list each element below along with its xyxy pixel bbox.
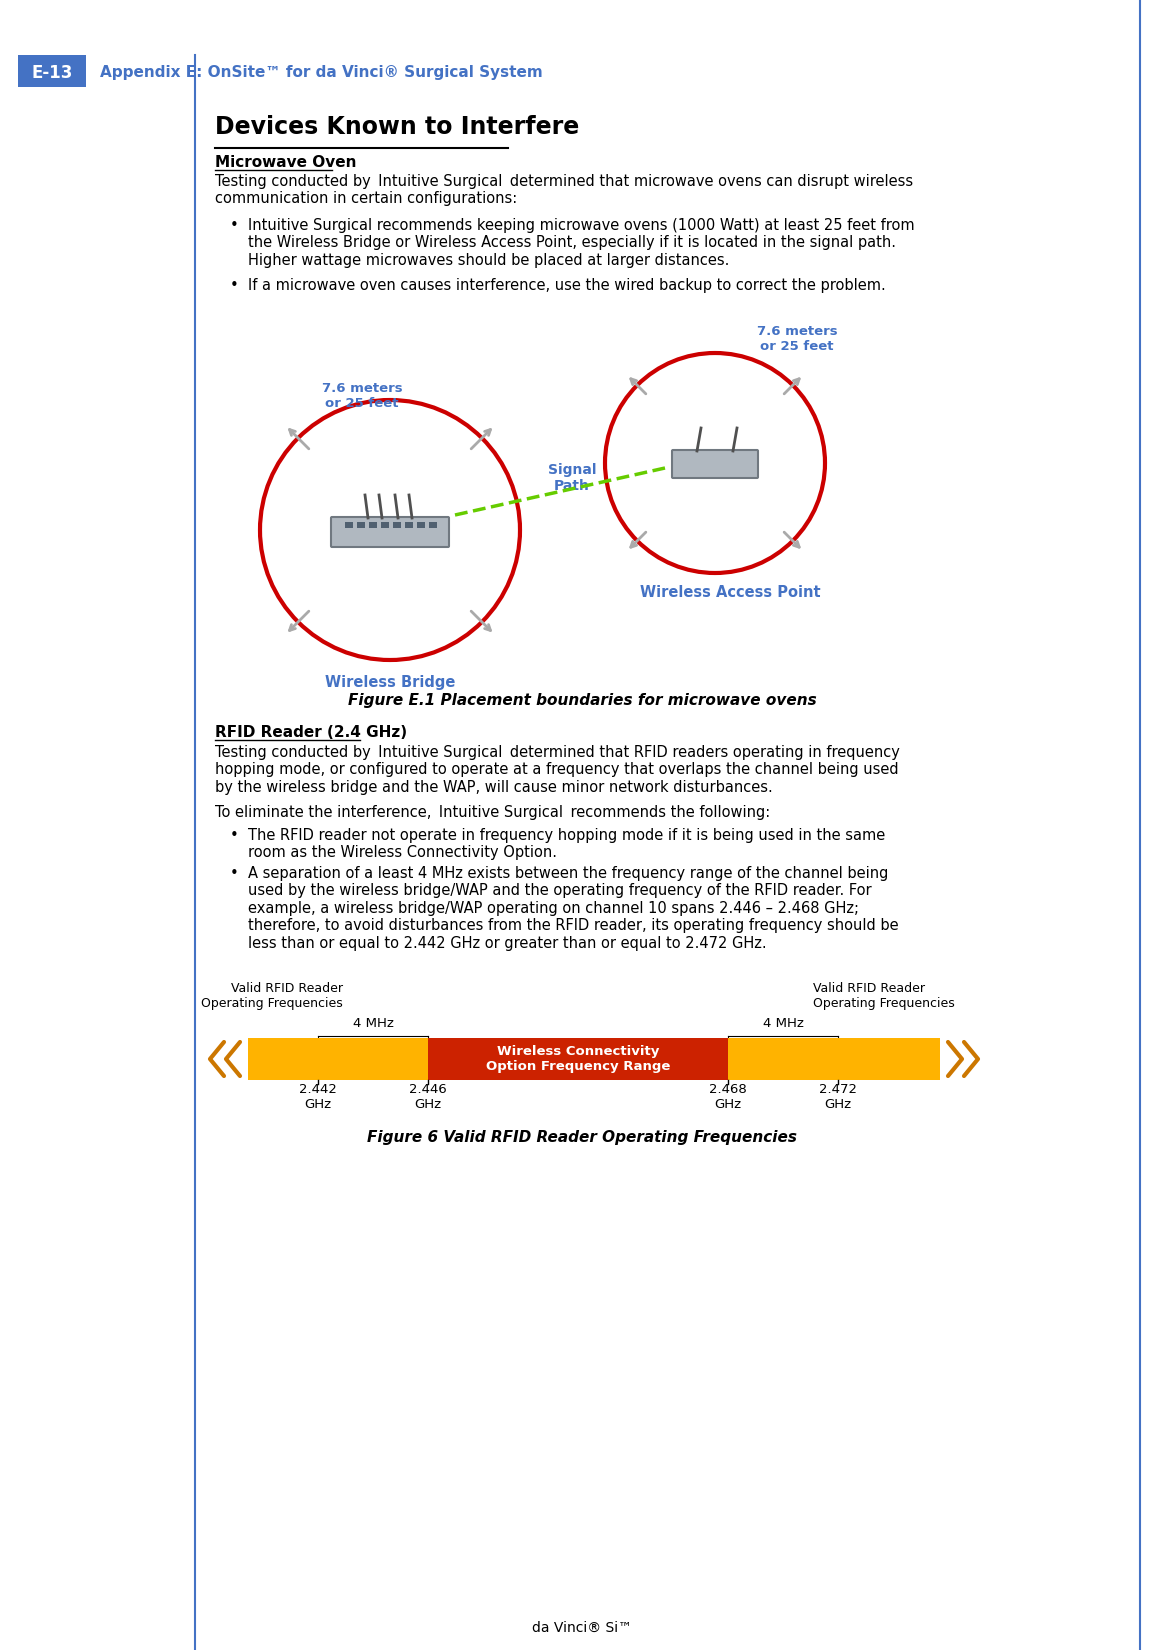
Text: Valid RFID Reader
Operating Frequencies: Valid RFID Reader Operating Frequencies <box>813 982 955 1010</box>
Text: Wireless Bridge: Wireless Bridge <box>324 675 455 690</box>
Text: 2.446
GHz: 2.446 GHz <box>409 1082 447 1110</box>
Text: Figure 6 Valid RFID Reader Operating Frequencies: Figure 6 Valid RFID Reader Operating Fre… <box>368 1130 797 1145</box>
Text: E-13: E-13 <box>31 64 72 82</box>
Text: 7.6 meters
or 25 feet: 7.6 meters or 25 feet <box>757 325 837 353</box>
Bar <box>393 521 401 528</box>
Text: If a microwave oven causes interference, use the wired backup to correct the pro: If a microwave oven causes interference,… <box>248 277 886 294</box>
Text: Figure E.1 Placement boundaries for microwave ovens: Figure E.1 Placement boundaries for micr… <box>348 693 816 708</box>
Text: Devices Known to Interfere: Devices Known to Interfere <box>215 116 579 139</box>
Text: 2.472
GHz: 2.472 GHz <box>819 1082 857 1110</box>
FancyBboxPatch shape <box>331 516 449 548</box>
Text: The RFID reader not operate in frequency hopping mode if it is being used in the: The RFID reader not operate in frequency… <box>248 828 885 860</box>
Text: Testing conducted by  Intuitive Surgical  determined that RFID readers operating: Testing conducted by Intuitive Surgical … <box>215 746 900 795</box>
Text: •: • <box>230 866 238 881</box>
Text: Microwave Oven: Microwave Oven <box>215 155 357 170</box>
Bar <box>381 521 388 528</box>
Text: RFID Reader (2.4 GHz): RFID Reader (2.4 GHz) <box>215 724 407 739</box>
Bar <box>248 1038 428 1081</box>
Bar <box>418 521 424 528</box>
FancyBboxPatch shape <box>672 450 758 478</box>
Bar <box>429 521 437 528</box>
Text: Wireless Connectivity
Option Frequency Range: Wireless Connectivity Option Frequency R… <box>486 1044 670 1072</box>
Text: To eliminate the interference,  Intuitive Surgical  recommends the following:: To eliminate the interference, Intuitive… <box>215 805 770 820</box>
FancyBboxPatch shape <box>17 54 86 87</box>
Text: da Vinci® Si™: da Vinci® Si™ <box>531 1620 632 1635</box>
Text: Appendix E: OnSite™ for da Vinci® Surgical System: Appendix E: OnSite™ for da Vinci® Surgic… <box>100 66 543 81</box>
Bar <box>728 1038 940 1081</box>
Text: 7.6 meters
or 25 feet: 7.6 meters or 25 feet <box>322 383 402 409</box>
Text: 4 MHz: 4 MHz <box>763 1016 804 1030</box>
Bar <box>369 521 377 528</box>
Text: Valid RFID Reader
Operating Frequencies: Valid RFID Reader Operating Frequencies <box>201 982 343 1010</box>
Text: A separation of a least 4 MHz exists between the frequency range of the channel : A separation of a least 4 MHz exists bet… <box>248 866 899 950</box>
Text: 4 MHz: 4 MHz <box>352 1016 393 1030</box>
Bar <box>405 521 413 528</box>
Text: Intuitive Surgical recommends keeping microwave ovens (1000 Watt) at least 25 fe: Intuitive Surgical recommends keeping mi… <box>248 218 914 267</box>
Text: Signal
Path: Signal Path <box>548 464 597 493</box>
Text: Testing conducted by  Intuitive Surgical  determined that microwave ovens can di: Testing conducted by Intuitive Surgical … <box>215 173 913 206</box>
Bar <box>345 521 354 528</box>
Text: •: • <box>230 828 238 843</box>
Text: •: • <box>230 218 238 233</box>
Bar <box>428 1038 728 1081</box>
Bar <box>357 521 365 528</box>
Text: •: • <box>230 277 238 294</box>
Text: 2.468
GHz: 2.468 GHz <box>709 1082 747 1110</box>
Text: 2.442
GHz: 2.442 GHz <box>299 1082 337 1110</box>
Text: Wireless Access Point: Wireless Access Point <box>640 586 820 601</box>
